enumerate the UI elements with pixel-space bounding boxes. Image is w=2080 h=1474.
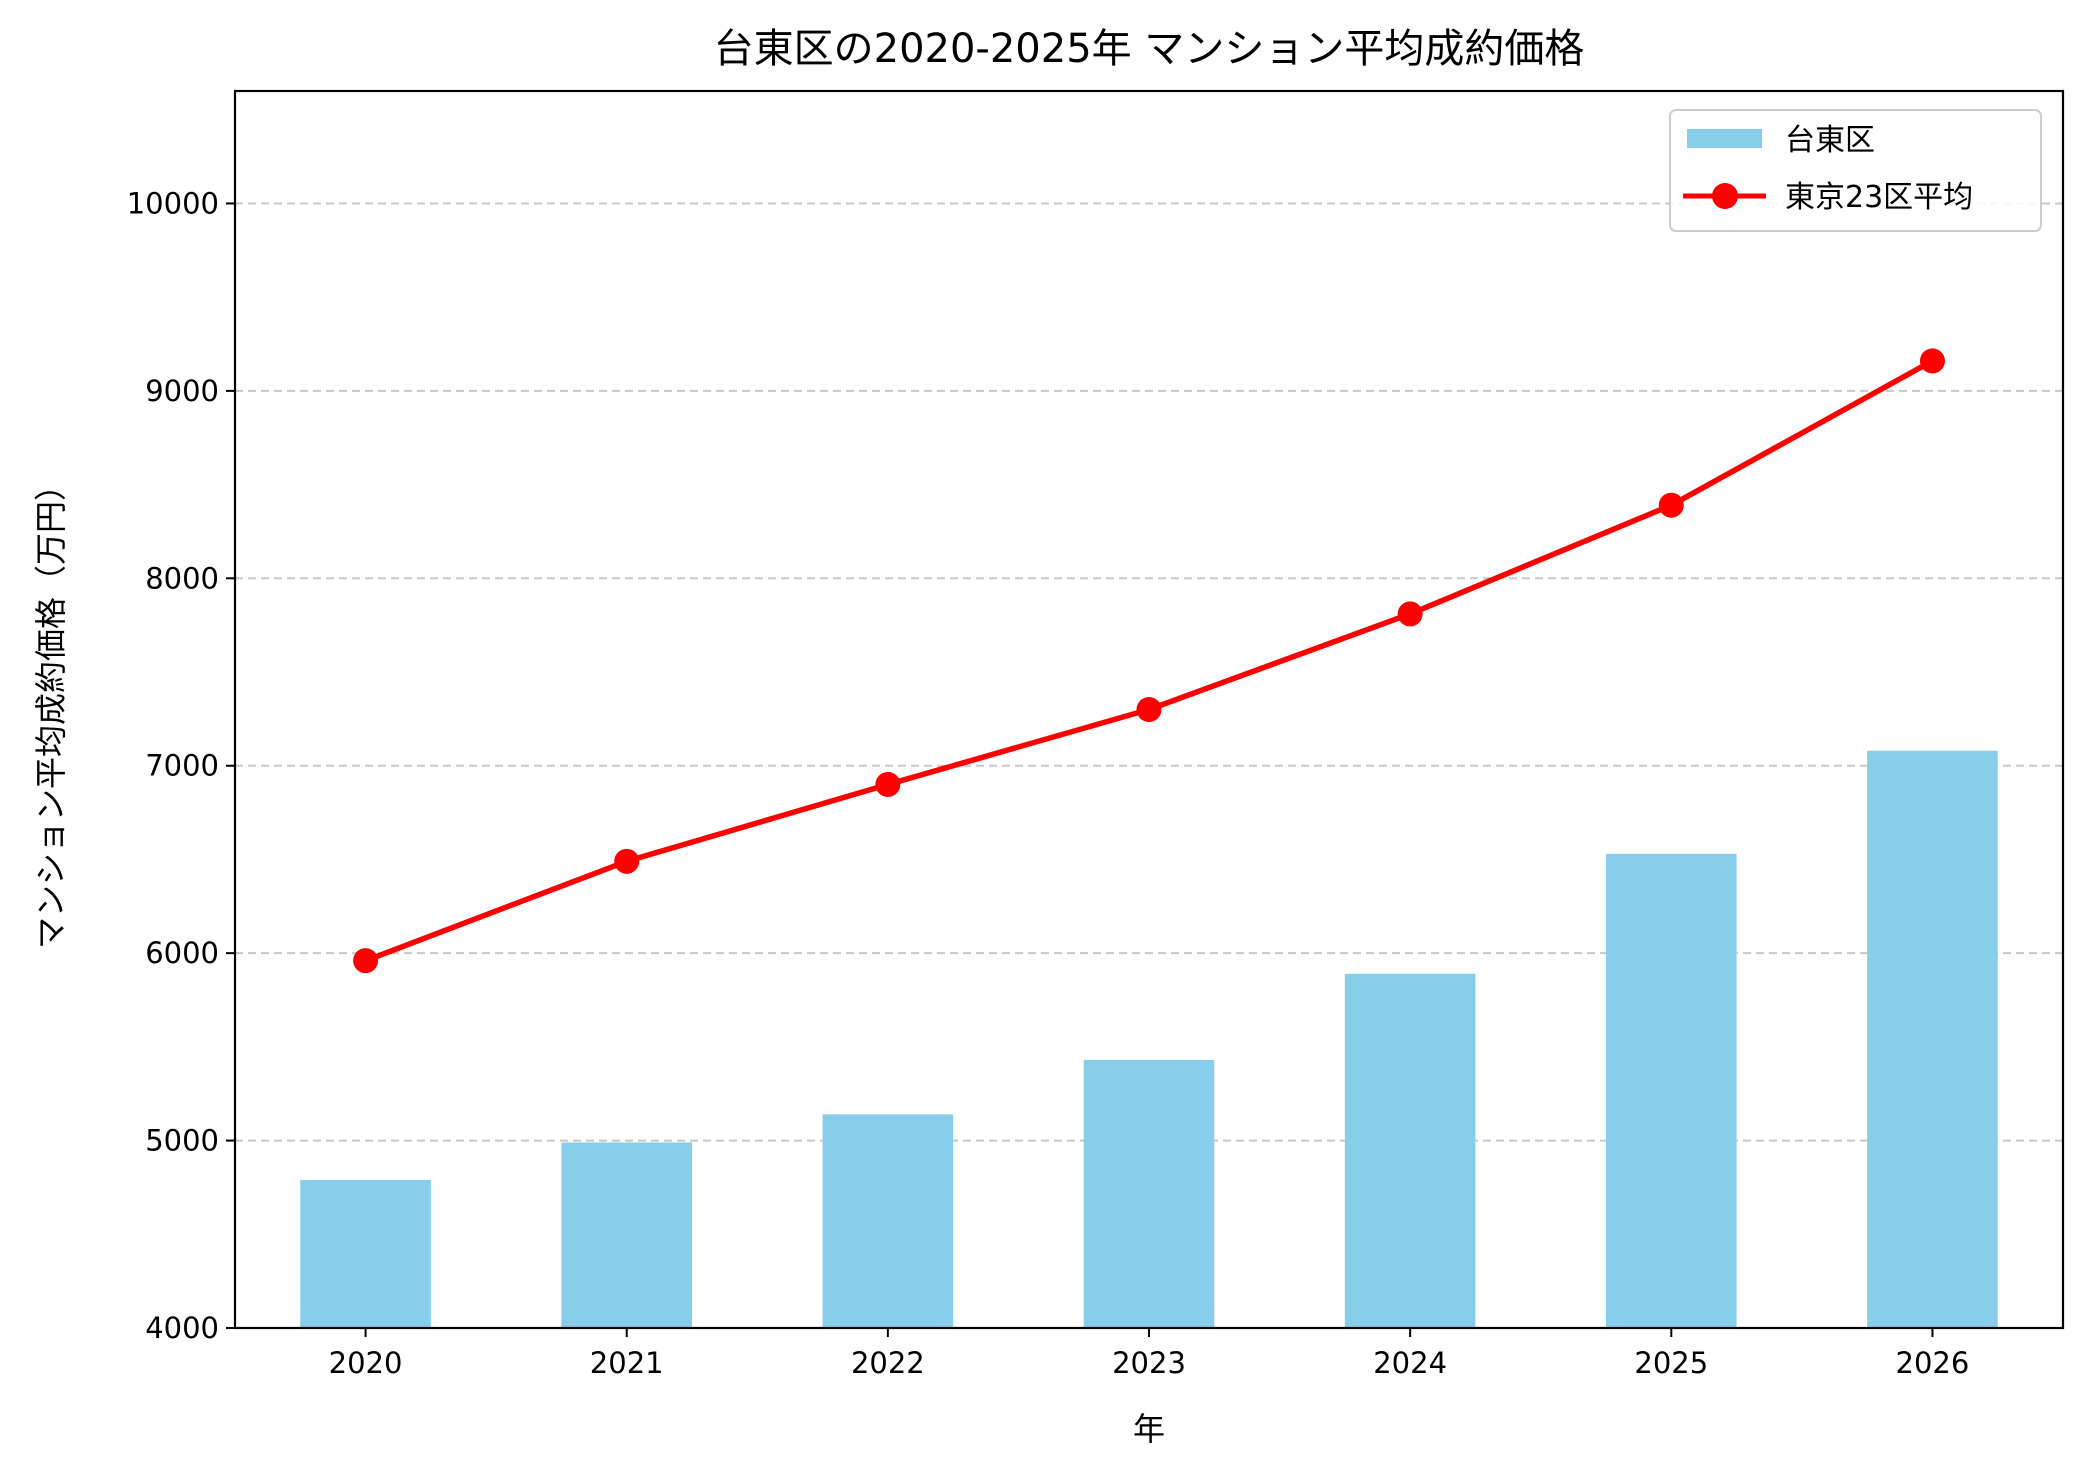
chart-title: 台東区の2020-2025年 マンション平均成約価格 [714,26,1585,72]
bar-2020 [300,1179,431,1328]
bar-2023 [1083,1059,1215,1328]
y-tick-label: 4000 [145,1311,219,1345]
y-tick-label: 6000 [145,936,219,970]
y-axis-ticks: 4000 5000 6000 7000 8000 9000 10000 [127,186,235,1345]
legend-swatch-bar [1687,129,1762,148]
x-tick-label: 2022 [851,1346,925,1380]
legend-label-line: 東京23区平均 [1785,180,1973,215]
bar-2021 [561,1142,692,1328]
y-tick-label: 9000 [145,374,219,408]
line-point-2021 [614,848,640,874]
x-tick-label: 2024 [1373,1346,1447,1380]
x-tick-label: 2025 [1634,1346,1708,1380]
x-tick-label: 2026 [1896,1346,1970,1380]
bar-2024 [1344,973,1476,1328]
legend-box [1669,109,2042,232]
y-tick-label: 5000 [145,1124,219,1158]
y-tick-label: 8000 [145,561,219,595]
x-axis-label: 年 [1133,1410,1165,1448]
line-point-2024 [1397,601,1423,627]
x-tick-label: 2020 [329,1346,403,1380]
line-point-2026 [1919,348,1945,374]
legend: 台東区 東京23区平均 [1669,109,2042,232]
y-tick-label: 7000 [145,749,219,783]
line-point-2022 [875,771,901,797]
bar-2022 [822,1114,954,1328]
y-tick-label: 10000 [127,186,219,220]
bars [300,750,1998,1328]
legend-label-bar: 台東区 [1785,123,1875,158]
y-axis-label: マンション平均成約価格（万円） [32,469,70,949]
x-tick-label: 2021 [590,1346,664,1380]
gridlines [235,202,2063,1142]
x-tick-label: 2023 [1112,1346,1186,1380]
line-point-2023 [1136,697,1162,722]
line-series [353,348,1945,974]
bar-2025 [1606,853,1737,1328]
bar-2026 [1867,750,1998,1328]
line-point-2020 [353,948,379,974]
x-axis-ticks: 2020 2021 2022 2023 2024 2025 2026 [329,1328,1970,1380]
legend-swatch-marker [1712,183,1738,209]
line-point-2025 [1658,492,1684,518]
